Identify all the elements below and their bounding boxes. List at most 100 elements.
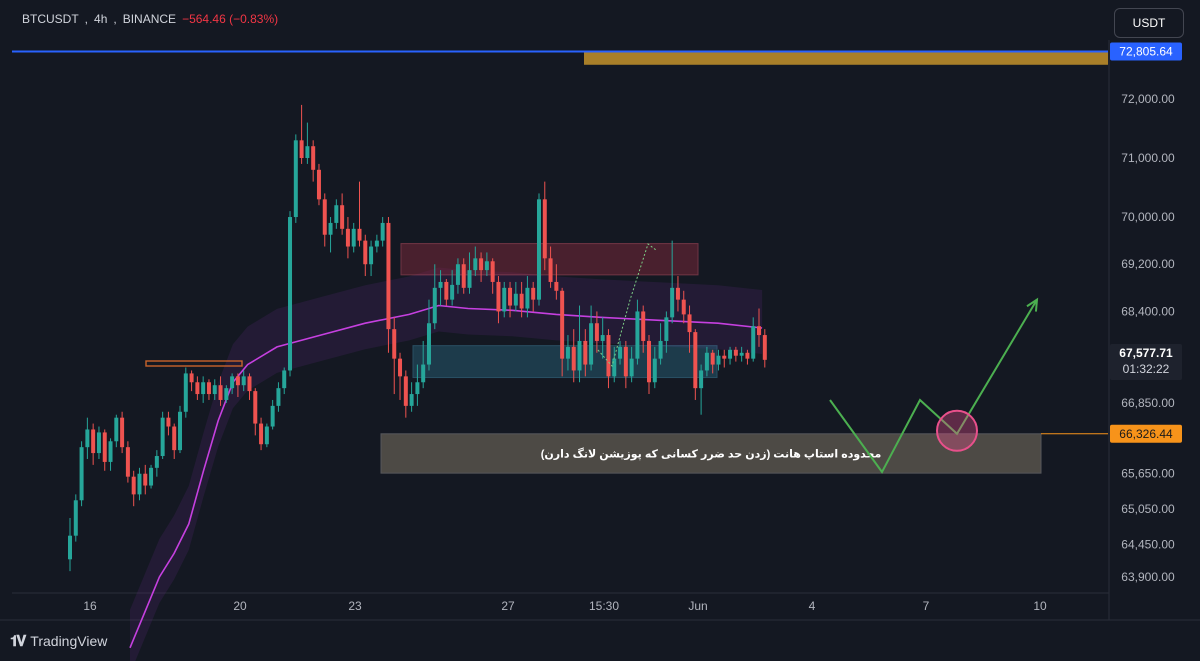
candle-body — [496, 281, 501, 312]
price-tick-label: 68,400.00 — [1121, 304, 1175, 318]
candle-body — [79, 447, 84, 501]
candle-body — [247, 376, 252, 392]
candle-body — [311, 146, 316, 170]
candle-body — [438, 281, 443, 288]
candle-body — [276, 388, 281, 406]
time-axis: 16 20 23 27 15:30 Jun 4 7 10 — [83, 599, 1047, 613]
candle-body — [189, 373, 194, 383]
candle-body — [398, 358, 403, 377]
candle-body — [594, 323, 599, 341]
price-tick-label: 69,200.00 — [1121, 257, 1175, 271]
price-tick-label: 71,000.00 — [1121, 151, 1175, 165]
candle-body — [432, 287, 437, 324]
time-tick-label: 15:30 — [589, 599, 619, 613]
price-axis: 72,000.00 71,000.00 70,000.00 69,200.00 68,4… — [1121, 92, 1175, 584]
candle-body — [560, 290, 565, 359]
candle-body — [351, 228, 356, 247]
candle-body — [710, 352, 715, 365]
candle-body — [108, 441, 113, 462]
candle-body — [316, 169, 321, 200]
time-tick-label: 23 — [348, 599, 362, 613]
gold-supply-zone — [584, 51, 1108, 65]
time-tick-label: 4 — [809, 599, 816, 613]
currency-button[interactable]: USDT — [1114, 8, 1184, 38]
candle-body — [687, 314, 692, 333]
brand-name: TradingView — [30, 633, 108, 649]
candle-body — [508, 287, 513, 306]
last-price-label-bg — [1110, 344, 1182, 380]
candle-body — [380, 222, 385, 241]
candle-body — [206, 382, 211, 395]
candle-body — [704, 352, 709, 371]
candle-body — [149, 467, 154, 486]
candle-body — [762, 335, 767, 360]
candle-body — [519, 293, 524, 309]
candle-body — [264, 426, 269, 445]
candle-body — [455, 264, 460, 285]
countdown-label: 01:32:22 — [1123, 362, 1170, 376]
projection-path — [829, 299, 1038, 474]
candle-body — [426, 323, 431, 365]
candle-body — [467, 270, 472, 288]
candle-body — [623, 346, 628, 377]
candle-body — [195, 382, 200, 395]
candle-body — [635, 311, 640, 359]
candle-body — [183, 373, 188, 412]
candle-body — [548, 258, 553, 282]
candle-body — [288, 217, 293, 371]
tradingview-logo-icon: 𝟏𝐕 — [10, 632, 26, 650]
candle-body — [230, 376, 235, 389]
candle-body — [739, 352, 744, 356]
candle-body — [131, 476, 136, 495]
candle-body — [172, 426, 177, 451]
price-tick-label: 72,000.00 — [1121, 92, 1175, 106]
candle-body — [745, 352, 750, 359]
candle-body — [693, 332, 698, 389]
candle-body — [282, 370, 287, 389]
candle-body — [670, 287, 675, 318]
candle-body — [96, 432, 101, 454]
candle-body — [699, 370, 704, 389]
candle-body — [305, 146, 310, 159]
candle-body — [652, 358, 657, 383]
candle-body — [334, 205, 339, 223]
candle-body — [525, 287, 530, 309]
candle-body — [68, 535, 72, 560]
price-tick-label: 65,650.00 — [1121, 467, 1175, 481]
interval[interactable]: 4h — [94, 12, 108, 26]
candle-body — [125, 447, 130, 477]
candle-body — [369, 246, 374, 265]
candle-body — [73, 500, 78, 536]
candle-body — [716, 355, 721, 365]
stop-hunt-annotation: محدوده استاپ هانت (زدن حد ضرر کسانی که پ… — [541, 446, 882, 460]
candle-body — [542, 199, 547, 259]
blue-price-label-bg — [1110, 42, 1182, 61]
candle-body — [235, 376, 240, 386]
orange-price-label: 66,326.44 — [1119, 427, 1173, 441]
symbol-header: BTCUSDT, 4h, BINANCE −564.46 (−0.83%) — [22, 12, 279, 26]
candle-body — [571, 346, 576, 371]
candle-body — [444, 281, 449, 300]
candle-body — [421, 364, 426, 383]
candle-body — [386, 222, 391, 330]
candle-body — [154, 456, 159, 468]
candle-body — [589, 323, 594, 365]
time-tick-label: 27 — [501, 599, 515, 613]
time-tick-label: 7 — [923, 599, 930, 613]
price-change: −564.46 (−0.83%) — [182, 12, 279, 26]
candle-body — [218, 385, 223, 400]
candle-body — [328, 222, 333, 235]
symbol-name[interactable]: BTCUSDT — [22, 12, 79, 26]
target-circle — [936, 409, 978, 452]
candle-body — [363, 240, 368, 265]
candle-body — [224, 388, 229, 400]
price-tick-label: 64,450.00 — [1121, 538, 1175, 552]
candle-body — [253, 391, 258, 424]
candle-body — [658, 340, 663, 359]
candle-body — [374, 240, 379, 247]
price-tick-label: 66,850.00 — [1121, 396, 1175, 410]
candle-body — [143, 473, 148, 486]
candle-body — [85, 429, 90, 448]
